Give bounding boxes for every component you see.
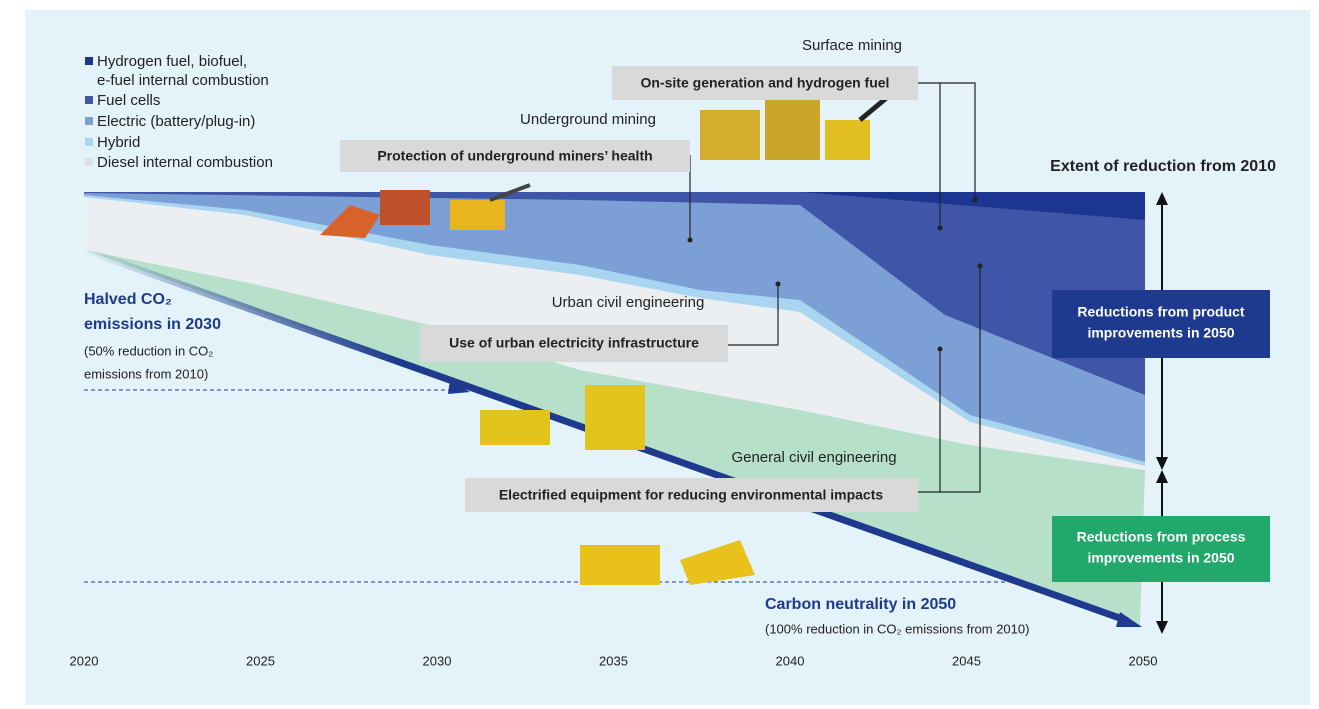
legend-label: Electric (battery/plug-in) xyxy=(97,113,255,130)
process-box-text: Reductions from process xyxy=(1077,529,1246,545)
year-label: 2025 xyxy=(246,653,275,668)
year-label: 2035 xyxy=(599,653,628,668)
segment-solution: On-site generation and hydrogen fuel xyxy=(641,75,890,91)
legend-swatch xyxy=(85,158,93,166)
year-label: 2030 xyxy=(423,653,452,668)
milestone-note: (50% reduction in CO₂ xyxy=(84,343,213,358)
legend-label: Fuel cells xyxy=(97,92,160,109)
product-box-text: Reductions from product xyxy=(1077,304,1245,320)
year-label: 2050 xyxy=(1129,653,1158,668)
arrow-head xyxy=(448,380,470,394)
process-box-text: improvements in 2050 xyxy=(1087,550,1234,566)
milestone-title: emissions in 2030 xyxy=(84,316,221,333)
label-box xyxy=(465,478,918,512)
segment-solution: Electrified equipment for reducing envir… xyxy=(499,487,884,503)
milestone-note: (100% reduction in CO₂ emissions from 20… xyxy=(765,621,1029,636)
segment-solution: Use of urban electricity infrastructure xyxy=(449,335,699,351)
legend-label: e-fuel internal combustion xyxy=(97,72,269,89)
legend: Hydrogen fuel, biofuel, e-fuel internal … xyxy=(85,53,273,171)
leader-lines xyxy=(687,82,983,493)
milestone-note: emissions from 2010) xyxy=(84,366,208,381)
label-box xyxy=(420,325,728,362)
legend-swatch xyxy=(85,96,93,104)
label-box xyxy=(340,140,690,172)
legend-label: Hydrogen fuel, biofuel, xyxy=(97,53,247,70)
product-box xyxy=(1052,290,1270,358)
segment-title: General civil engineering xyxy=(731,449,896,466)
fuel-cell-area xyxy=(84,192,1145,395)
legend-swatch xyxy=(85,138,93,146)
process-box xyxy=(1052,516,1270,582)
year-axis: 2020 2025 2030 2035 2040 2045 2050 xyxy=(70,653,1158,668)
milestone-title: Halved CO₂ xyxy=(84,291,172,308)
legend-swatch xyxy=(85,117,93,125)
machines xyxy=(320,93,892,585)
legend-swatch xyxy=(85,57,93,65)
product-box-text: improvements in 2050 xyxy=(1087,325,1234,341)
extent-title: Extent of reduction from 2010 xyxy=(1050,158,1276,175)
arrow-head xyxy=(1116,612,1142,627)
milestone-title: Carbon neutrality in 2050 xyxy=(765,596,956,613)
legend-label: Hybrid xyxy=(97,134,140,151)
label-box xyxy=(612,66,918,100)
segment-title: Surface mining xyxy=(802,37,902,54)
segment-title: Underground mining xyxy=(520,111,656,128)
segment-title: Urban civil engineering xyxy=(552,294,705,311)
year-label: 2045 xyxy=(952,653,981,668)
year-label: 2040 xyxy=(776,653,805,668)
segment-solution: Protection of underground miners’ health xyxy=(377,148,652,164)
hydrogen-area xyxy=(800,192,1145,220)
legend-label: Diesel internal combustion xyxy=(97,154,273,171)
year-label: 2020 xyxy=(70,653,99,668)
